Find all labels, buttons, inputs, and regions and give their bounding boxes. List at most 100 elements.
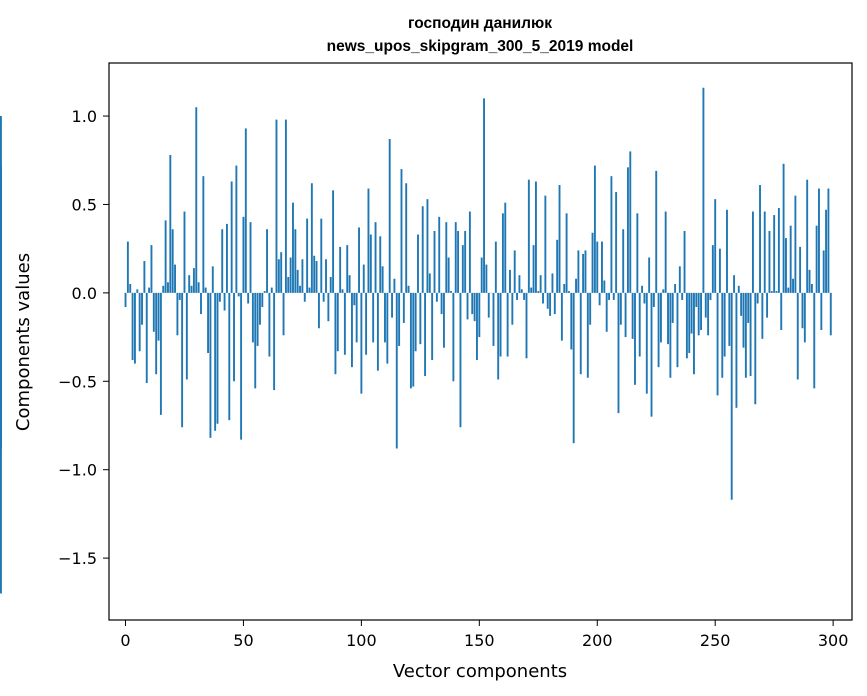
bar-249	[711, 245, 714, 293]
bar-89	[334, 292, 337, 375]
bar-186	[563, 284, 566, 293]
bar-142	[459, 292, 462, 428]
bar-116	[398, 292, 401, 346]
bar-273	[768, 230, 771, 293]
bar-27	[188, 275, 191, 293]
bar-370	[0, 246, 2, 293]
bar-254	[723, 292, 726, 357]
bar-9	[145, 292, 148, 384]
y-tick-label-2: 0.0	[72, 284, 97, 303]
bar-99	[358, 227, 360, 293]
bar-276	[775, 291, 778, 293]
bar-211	[622, 229, 625, 293]
bar-6	[138, 292, 141, 352]
bar-62	[270, 287, 273, 293]
bar-201	[598, 292, 601, 306]
bar-146	[468, 211, 471, 293]
bar-367	[0, 292, 2, 309]
bar-3	[131, 292, 134, 361]
bar-70	[289, 257, 292, 293]
bar-34	[204, 287, 207, 293]
bar-213	[626, 167, 629, 293]
bar-92	[341, 289, 344, 293]
bar-237	[683, 230, 686, 293]
bar-31	[197, 282, 200, 293]
bar-366	[0, 292, 2, 391]
bar-54	[251, 292, 254, 343]
bar-52	[247, 292, 250, 304]
bar-203	[603, 280, 606, 293]
bar-16	[162, 285, 165, 293]
bar-68	[284, 119, 287, 293]
bar-43	[225, 223, 228, 293]
bar-66	[280, 252, 283, 293]
bar-60	[266, 229, 268, 293]
bar-262	[742, 292, 745, 348]
bar-44	[228, 292, 231, 421]
bar-126	[421, 206, 424, 293]
bar-297	[825, 209, 827, 293]
bar-169	[523, 292, 526, 300]
bar-170	[525, 292, 528, 359]
bar-204	[605, 292, 608, 332]
bar-250	[714, 199, 717, 293]
bar-93	[343, 292, 346, 355]
bar-46	[233, 292, 235, 382]
bar-217	[636, 213, 639, 293]
bar-80	[313, 255, 316, 293]
bar-206	[610, 176, 613, 293]
bar-50	[242, 216, 245, 293]
bar-191	[575, 278, 577, 293]
bar-11	[150, 245, 153, 293]
bar-67	[282, 292, 285, 336]
bar-150	[478, 292, 481, 338]
bar-284	[794, 195, 797, 293]
bar-275	[773, 215, 776, 293]
bar-20	[171, 229, 174, 293]
bar-136	[445, 222, 448, 293]
bar-88	[332, 190, 335, 293]
bar-246	[704, 292, 707, 318]
bar-159	[499, 292, 502, 357]
bar-115	[395, 292, 398, 449]
bar-182	[553, 292, 556, 315]
bar-194	[582, 253, 585, 293]
bar-144	[464, 230, 467, 293]
bar-279	[782, 163, 785, 293]
bar-10	[148, 287, 151, 293]
y-tick-label-0: 1.0	[72, 107, 97, 126]
bar-172	[530, 287, 533, 293]
bar-299	[829, 292, 832, 336]
bar-86	[327, 292, 330, 322]
bar-124	[417, 234, 419, 293]
bar-15	[159, 292, 162, 415]
bar-263	[744, 292, 747, 378]
bar-0	[124, 292, 127, 308]
bar-162	[506, 292, 509, 357]
x-tick-label-5: 250	[700, 631, 731, 650]
x-tick-label-3: 150	[464, 631, 495, 650]
bar-295	[820, 292, 823, 330]
bar-277	[777, 208, 780, 293]
bar-196	[586, 292, 589, 378]
chart-title: господин данилюк news_upos_skipgram_300_…	[327, 15, 634, 55]
bar-286	[799, 246, 802, 293]
bar-145	[466, 292, 469, 320]
bar-157	[494, 241, 497, 293]
bar-22	[176, 292, 179, 336]
bar-59	[263, 291, 266, 293]
bar-160	[501, 213, 504, 293]
bar-75	[301, 259, 304, 293]
y-tick-label-5: −1.5	[58, 549, 97, 568]
bar-5	[136, 289, 139, 293]
bar-108	[379, 236, 382, 293]
bar-21	[174, 264, 176, 293]
bar-120	[407, 285, 410, 293]
x-tick-label-0: 0	[120, 631, 130, 650]
bar-83	[320, 218, 323, 293]
bar-198	[591, 232, 594, 293]
bar-109	[381, 266, 384, 293]
bar-1	[126, 241, 129, 293]
bar-132	[435, 292, 438, 302]
bar-287	[801, 292, 804, 329]
